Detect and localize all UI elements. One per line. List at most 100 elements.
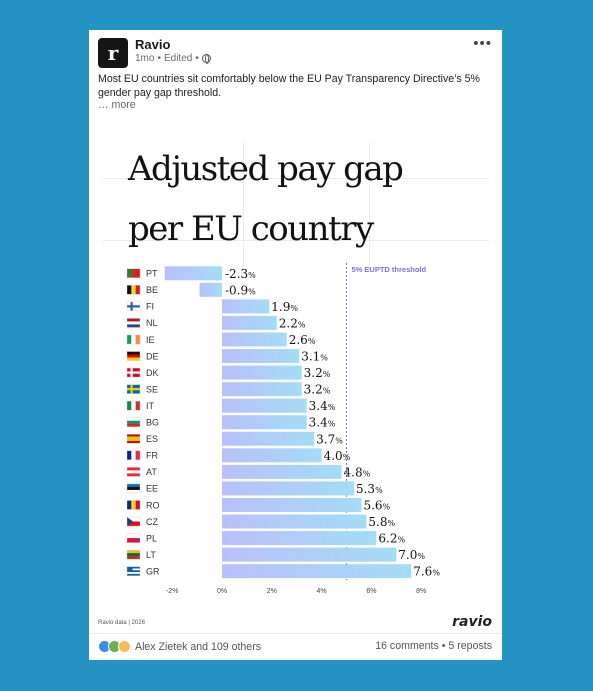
- flag-fr-icon: [126, 450, 141, 461]
- value-label: -0.9%: [225, 283, 256, 297]
- post-meta: 1mo • Edited •: [135, 53, 211, 64]
- edited-label: Edited: [163, 53, 193, 64]
- more-options-button[interactable]: •••: [473, 35, 492, 52]
- flag-ee-icon: [126, 483, 141, 494]
- see-more-link[interactable]: … more: [98, 99, 136, 111]
- reactions-label: Alex Zietek and 109 others: [135, 640, 262, 653]
- grid-line: [369, 143, 370, 270]
- threshold-label: 5% EUPTD threshold: [352, 265, 427, 274]
- ravio-logo[interactable]: r: [98, 38, 128, 68]
- value-label: 3.4%: [309, 416, 336, 430]
- bar-dk: [222, 365, 302, 380]
- value-label: 2.2%: [279, 316, 306, 330]
- grid-line: [103, 178, 489, 179]
- value-label: -2.3%: [225, 267, 256, 281]
- flag-ro-icon: [126, 500, 141, 510]
- flag-dk-icon: [126, 367, 141, 378]
- bar-it: [222, 398, 307, 413]
- reposts-link[interactable]: 5 reposts: [448, 640, 492, 652]
- category-label: IE: [146, 335, 155, 345]
- ravio-wordmark: ravio: [452, 614, 492, 630]
- value-label: 2.6%: [289, 333, 316, 347]
- x-tick-label: 0%: [217, 588, 227, 595]
- category-label: FI: [146, 302, 154, 312]
- flag-ie-icon: [126, 334, 141, 345]
- author-name[interactable]: Ravio: [135, 37, 171, 52]
- value-label: 3.7%: [316, 432, 343, 446]
- value-label: 7.0%: [398, 548, 425, 562]
- category-label: PL: [146, 533, 157, 543]
- bar-pt: [164, 266, 222, 281]
- x-tick-label: 4%: [317, 588, 327, 595]
- flag-es-icon: [126, 434, 141, 444]
- category-label: AT: [146, 467, 157, 477]
- reactions[interactable]: Alex Zietek and 109 others: [98, 640, 261, 653]
- bar-fr: [222, 448, 322, 463]
- pay-gap-bar-chart: 5% EUPTD threshold PT -2.3% BE -0.9% FI 1.9% NL…: [126, 263, 440, 595]
- comments-link[interactable]: 16 comments: [375, 640, 439, 652]
- grid-line: [103, 240, 489, 241]
- divider: [89, 633, 502, 634]
- value-label: 6.2%: [378, 532, 405, 546]
- image-headline-line1: Adjusted pay gap: [128, 149, 404, 189]
- category-label: RO: [146, 500, 160, 510]
- flag-gr-icon: [126, 566, 141, 576]
- category-label: NL: [146, 318, 158, 328]
- category-label: GR: [146, 566, 160, 576]
- bar-gr: [222, 564, 412, 579]
- value-label: 3.2%: [304, 383, 331, 397]
- value-label: 4.0%: [324, 449, 351, 463]
- bar-se: [222, 382, 302, 397]
- bar-nl: [222, 315, 277, 330]
- bar-at: [222, 464, 342, 479]
- value-label: 5.6%: [363, 498, 390, 512]
- bar-lt: [222, 547, 397, 562]
- image-headline-line2: per EU country: [128, 209, 374, 249]
- bar-ro: [222, 497, 362, 512]
- category-label: PT: [146, 269, 158, 279]
- flag-se-icon: [126, 384, 141, 394]
- flag-nl-icon: [126, 318, 141, 328]
- category-label: DK: [146, 368, 159, 378]
- linkedin-post-card: r Ravio 1mo • Edited • ••• Most EU count…: [89, 30, 502, 660]
- bar-ee: [222, 481, 354, 496]
- bar-bg: [222, 415, 307, 430]
- category-label: BG: [146, 418, 159, 428]
- value-label: 3.1%: [301, 350, 328, 364]
- x-tick-label: 2%: [267, 588, 277, 595]
- post-text: Most EU countries sit comfortably below …: [98, 73, 480, 99]
- value-label: 5.8%: [368, 515, 395, 529]
- insightful-reaction-icon: [118, 640, 131, 653]
- value-label: 1.9%: [271, 300, 298, 314]
- category-label: DE: [146, 351, 159, 361]
- value-label: 4.8%: [344, 465, 371, 479]
- bar-ie: [222, 332, 287, 347]
- category-label: FR: [146, 451, 158, 461]
- x-tick-label: 6%: [366, 588, 376, 595]
- category-label: EE: [146, 484, 158, 494]
- flag-be-icon: [126, 285, 141, 295]
- globe-icon: [201, 54, 211, 64]
- flag-lt-icon: [126, 549, 141, 560]
- flag-pl-icon: [126, 533, 141, 543]
- category-label: ES: [146, 434, 158, 444]
- post-age: 1mo: [135, 53, 155, 64]
- x-tick-label: -2%: [166, 588, 178, 595]
- value-label: 7.6%: [413, 565, 440, 579]
- value-label: 5.3%: [356, 482, 383, 496]
- bar-fi: [222, 299, 270, 314]
- category-label: IT: [146, 401, 155, 411]
- bar-cz: [222, 514, 367, 529]
- grid-line: [243, 143, 244, 270]
- engagement-stats: 16 comments • 5 reposts: [375, 640, 492, 652]
- value-label: 3.2%: [304, 366, 331, 380]
- flag-de-icon: [126, 351, 141, 361]
- flag-at-icon: [126, 467, 141, 477]
- bar-de: [222, 349, 300, 364]
- source-note: Ravio data | 2026: [98, 620, 145, 626]
- flag-pt-icon: [126, 268, 141, 278]
- bar-es: [222, 431, 315, 446]
- bar-pl: [222, 531, 377, 546]
- x-tick-label: 8%: [416, 588, 426, 595]
- category-label: CZ: [146, 517, 158, 527]
